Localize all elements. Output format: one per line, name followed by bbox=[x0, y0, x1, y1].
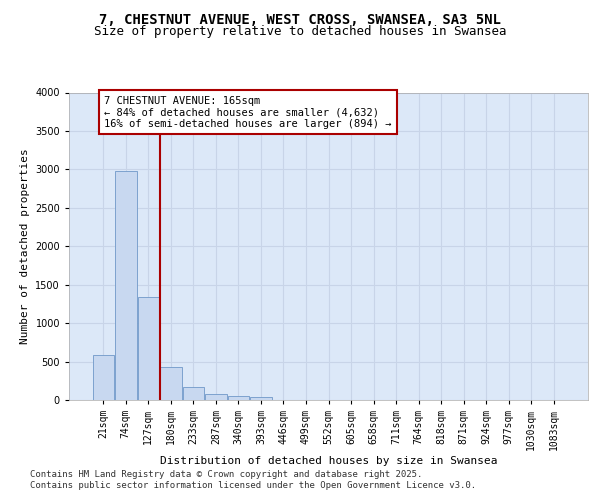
Bar bbox=[228, 396, 249, 400]
Bar bbox=[137, 297, 159, 400]
Text: Contains public sector information licensed under the Open Government Licence v3: Contains public sector information licen… bbox=[30, 481, 476, 490]
Text: 7, CHESTNUT AVENUE, WEST CROSS, SWANSEA, SA3 5NL: 7, CHESTNUT AVENUE, WEST CROSS, SWANSEA,… bbox=[99, 12, 501, 26]
Text: 7 CHESTNUT AVENUE: 165sqm
← 84% of detached houses are smaller (4,632)
16% of se: 7 CHESTNUT AVENUE: 165sqm ← 84% of detac… bbox=[104, 96, 391, 129]
Text: Size of property relative to detached houses in Swansea: Size of property relative to detached ho… bbox=[94, 25, 506, 38]
Bar bbox=[205, 394, 227, 400]
Bar bbox=[160, 366, 182, 400]
Y-axis label: Number of detached properties: Number of detached properties bbox=[20, 148, 29, 344]
Bar bbox=[92, 356, 114, 400]
Bar bbox=[250, 396, 272, 400]
X-axis label: Distribution of detached houses by size in Swansea: Distribution of detached houses by size … bbox=[160, 456, 497, 466]
Text: Contains HM Land Registry data © Crown copyright and database right 2025.: Contains HM Land Registry data © Crown c… bbox=[30, 470, 422, 479]
Bar bbox=[182, 387, 204, 400]
Bar bbox=[115, 171, 137, 400]
